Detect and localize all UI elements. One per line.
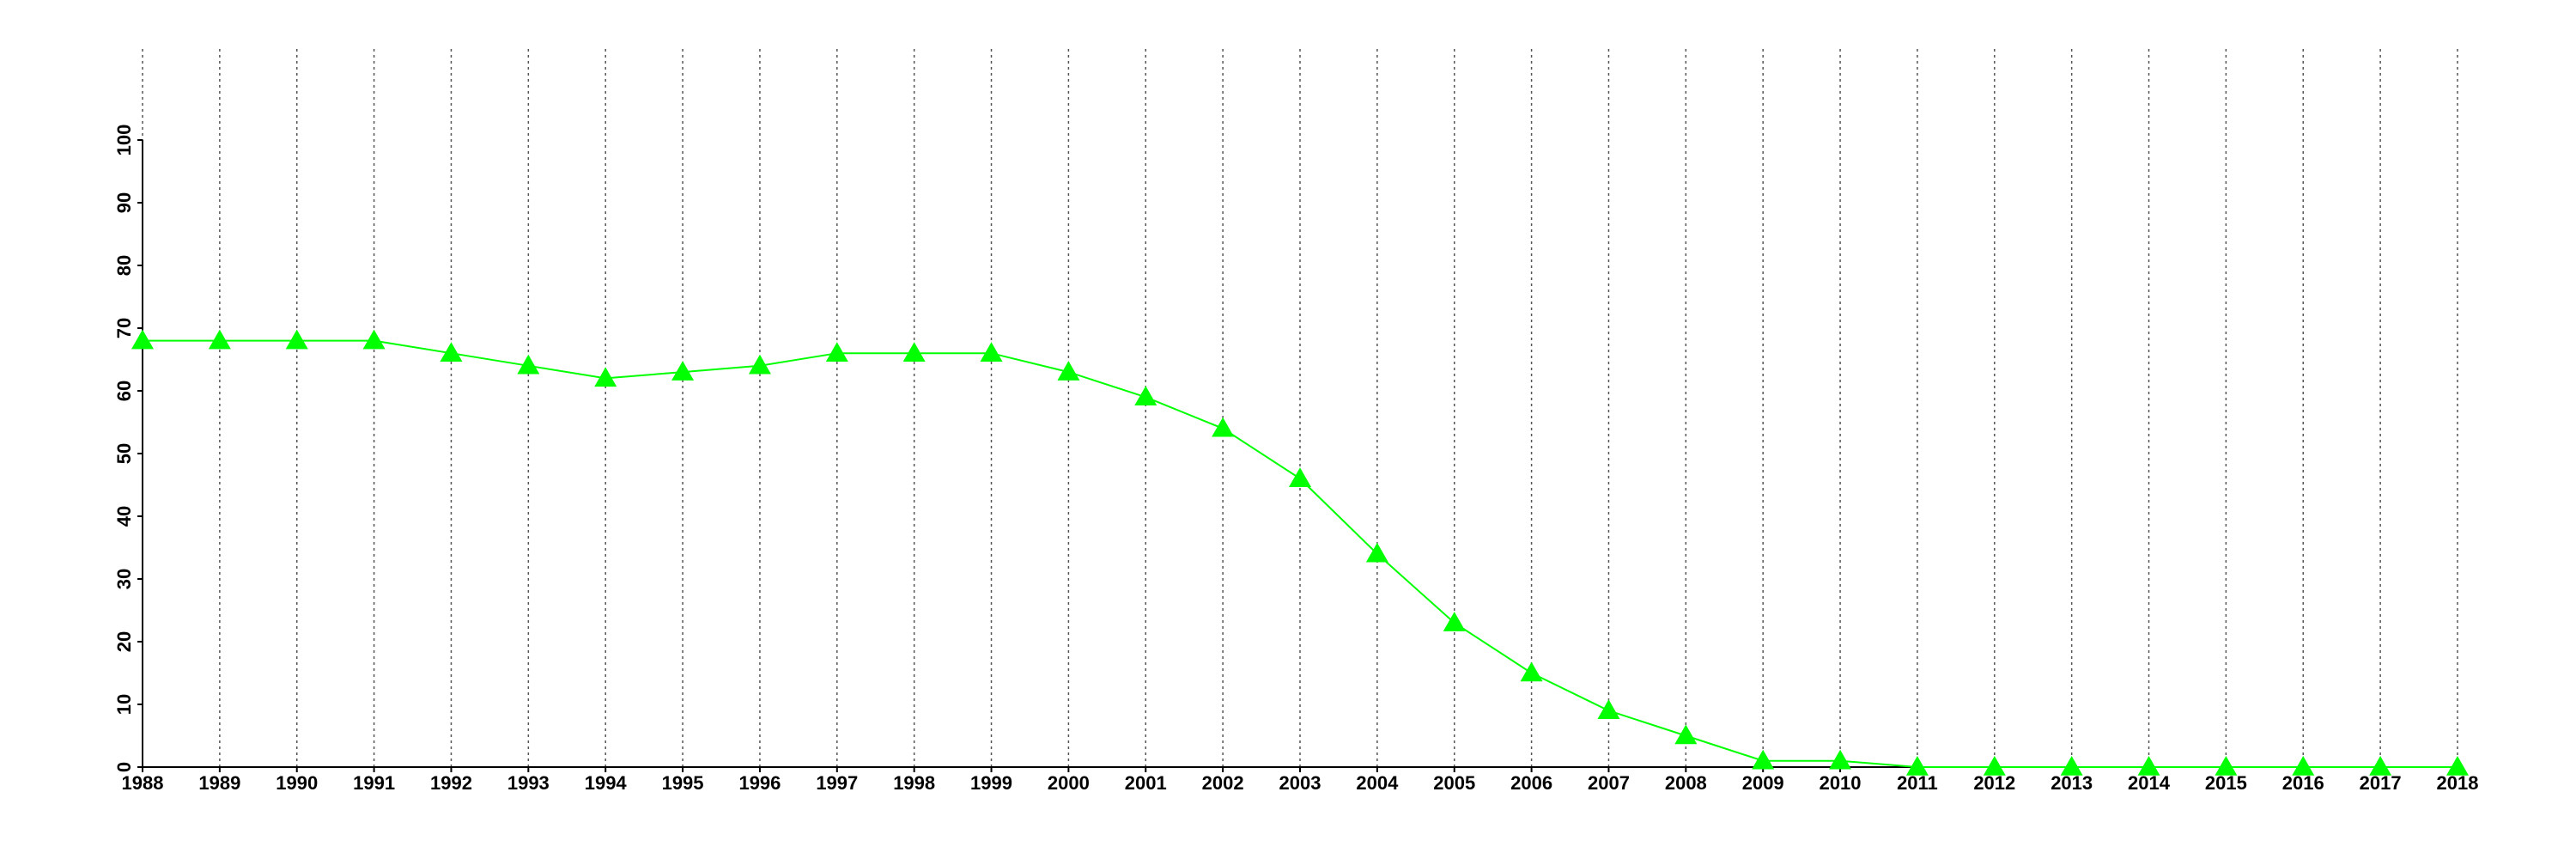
y-tick-label: 10 xyxy=(113,694,135,715)
x-tick-label: 2010 xyxy=(1820,772,1862,794)
marker xyxy=(2369,756,2392,776)
marker xyxy=(748,354,771,375)
x-tick-label: 1999 xyxy=(970,772,1012,794)
y-tick-label: 100 xyxy=(113,125,135,156)
x-tick-label: 2014 xyxy=(2128,772,2171,794)
x-tick-label: 2013 xyxy=(2050,772,2093,794)
marker xyxy=(440,342,463,362)
marker xyxy=(1443,612,1466,631)
x-tick-label: 1990 xyxy=(276,772,318,794)
marker xyxy=(1365,542,1388,563)
x-tick-label: 2017 xyxy=(2360,772,2402,794)
marker xyxy=(825,342,848,362)
marker xyxy=(2060,756,2083,776)
x-tick-label: 2002 xyxy=(1202,772,1244,794)
y-tick-label: 40 xyxy=(113,506,135,527)
x-tick-label: 2006 xyxy=(1510,772,1552,794)
x-tick-label: 2003 xyxy=(1279,772,1321,794)
marker xyxy=(1674,724,1698,745)
y-tick-label: 0 xyxy=(113,762,135,772)
marker xyxy=(2215,756,2238,776)
x-tick-label: 1998 xyxy=(893,772,935,794)
marker xyxy=(1752,749,1775,770)
x-tick-label: 2007 xyxy=(1588,772,1630,794)
x-tick-label: 2015 xyxy=(2205,772,2247,794)
marker xyxy=(362,329,386,350)
x-tick-label: 2009 xyxy=(1742,772,1784,794)
x-tick-label: 2001 xyxy=(1125,772,1167,794)
marker xyxy=(1597,699,1620,720)
marker xyxy=(1520,661,1543,682)
marker xyxy=(1057,361,1080,381)
x-tick-label: 1992 xyxy=(430,772,472,794)
y-tick-label: 90 xyxy=(113,192,135,213)
y-tick-label: 60 xyxy=(113,381,135,401)
x-tick-label: 1988 xyxy=(122,772,164,794)
x-tick-label: 2004 xyxy=(1356,772,1399,794)
x-tick-label: 1993 xyxy=(507,772,550,794)
y-tick-label: 70 xyxy=(113,318,135,338)
x-tick-label: 2011 xyxy=(1897,772,1938,794)
y-tick-label: 20 xyxy=(113,631,135,652)
y-tick-label: 30 xyxy=(113,569,135,589)
marker xyxy=(1983,756,2006,776)
x-tick-label: 1994 xyxy=(585,772,628,794)
marker xyxy=(1134,386,1157,406)
marker xyxy=(285,329,308,350)
marker xyxy=(2292,756,2315,776)
y-tick-label: 80 xyxy=(113,255,135,276)
x-tick-label: 2016 xyxy=(2282,772,2324,794)
marker xyxy=(1829,749,1852,770)
y-tick-label: 50 xyxy=(113,443,135,464)
x-tick-label: 2018 xyxy=(2437,772,2479,794)
marker xyxy=(2137,756,2160,776)
marker xyxy=(208,329,231,350)
marker xyxy=(902,342,926,362)
x-tick-label: 2008 xyxy=(1665,772,1707,794)
x-tick-label: 1995 xyxy=(662,772,704,794)
x-tick-label: 1989 xyxy=(198,772,240,794)
x-tick-label: 1997 xyxy=(816,772,858,794)
marker xyxy=(2446,756,2469,776)
marker xyxy=(594,367,617,387)
marker xyxy=(980,342,1003,362)
x-tick-label: 2005 xyxy=(1433,772,1475,794)
marker xyxy=(1212,417,1235,437)
marker xyxy=(671,361,695,381)
marker xyxy=(1905,756,1929,776)
marker xyxy=(131,329,154,350)
x-tick-label: 1996 xyxy=(738,772,781,794)
x-tick-label: 1991 xyxy=(353,772,395,794)
x-tick-label: 2012 xyxy=(1973,772,2015,794)
x-tick-label: 2000 xyxy=(1048,772,1090,794)
marker xyxy=(1289,467,1311,487)
marker xyxy=(517,354,540,375)
